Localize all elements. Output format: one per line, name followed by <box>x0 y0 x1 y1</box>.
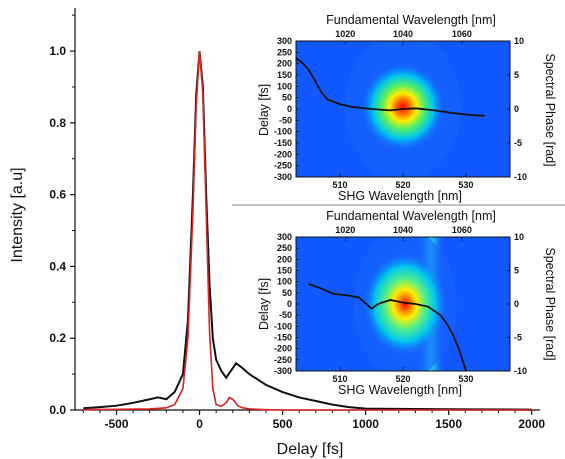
main-x-tick-label: 1000 <box>352 417 379 431</box>
top-y-axis-label: Delay [fs] <box>257 84 271 136</box>
top-y2-tick-label: -5 <box>514 138 522 148</box>
top-y-tick-label: -300 <box>274 172 292 182</box>
top-y-tick-label: -250 <box>274 161 292 171</box>
top-y-tick-label: 0 <box>287 104 292 114</box>
main-y-tick-label: 0.2 <box>49 331 66 345</box>
bottom-phase-line <box>308 283 467 371</box>
bottom-y-tick-label: -300 <box>274 366 292 376</box>
bottom-y-tick-label: 300 <box>277 232 292 242</box>
bottom-y2-tick-label: 5 <box>514 266 519 276</box>
top-y-tick-label: -200 <box>274 149 292 159</box>
bottom-heatmap-peak <box>363 252 447 356</box>
top-y2-tick-label: -10 <box>514 172 527 182</box>
top-y2-tick-label: 0 <box>514 104 519 114</box>
bottom-x2-tick-label: 1060 <box>452 225 472 235</box>
bottom-y2-tick-label: -10 <box>514 366 527 376</box>
top-heatmap-peak <box>361 63 445 151</box>
top-y-tick-label: 200 <box>277 59 292 69</box>
top-x2-tick-label: 1060 <box>452 29 472 39</box>
main-y-tick-label: 0.6 <box>49 188 66 202</box>
main-x-tick-label: 500 <box>273 417 293 431</box>
top-x-axis-label: SHG Wavelength [nm] <box>338 189 462 203</box>
bottom-y-tick-label: -250 <box>274 355 292 365</box>
bottom-y-tick-label: -50 <box>279 310 292 320</box>
bottom-title: Fundamental Wavelength [nm] <box>326 209 496 223</box>
top-x2-tick-label: 1020 <box>335 29 355 39</box>
series-red-line <box>83 51 532 411</box>
bottom-y-tick-label: 50 <box>282 288 292 298</box>
top-y-tick-label: -50 <box>279 115 292 125</box>
top-phase-line <box>296 57 485 117</box>
top-y-tick-label: 250 <box>277 47 292 57</box>
main-x-tick-label: 2000 <box>518 417 545 431</box>
series-black-line <box>83 50 532 411</box>
bottom-x2-tick-label: 1040 <box>393 225 413 235</box>
top-y-tick-label: 150 <box>277 70 292 80</box>
bottom-y-tick-label: 200 <box>277 254 292 264</box>
top-y2-tick-label: 10 <box>514 36 524 46</box>
top-y-tick-label: -150 <box>274 138 292 148</box>
top-y-tick-label: 50 <box>282 93 292 103</box>
bottom-y2-tick-label: -5 <box>514 333 522 343</box>
top-y-tick-label: 100 <box>277 81 292 91</box>
bottom-x-tick-label: 520 <box>395 374 410 384</box>
bottom-y-tick-label: 150 <box>277 266 292 276</box>
bottom-x-axis-label: SHG Wavelength [nm] <box>338 383 462 397</box>
main-y-tick-label: 0.0 <box>49 403 66 417</box>
bottom-y2-tick-label: 10 <box>514 232 524 242</box>
top-y-tick-label: 300 <box>277 36 292 46</box>
main-y-axis-label: Intensity [a.u] <box>9 167 26 262</box>
top-x-tick-label: 510 <box>333 180 348 190</box>
main-y-tick-label: 0.8 <box>49 116 66 130</box>
bottom-x2-tick-label: 1020 <box>335 225 355 235</box>
bottom-inset: 300250200150100500-50-100-150-200-250-30… <box>257 209 557 397</box>
bottom-y-tick-label: 100 <box>277 277 292 287</box>
top-y2-axis-label: Spectral Phase [rad] <box>543 53 557 166</box>
top-y2-tick-label: 5 <box>514 70 519 80</box>
bottom-y-tick-label: -200 <box>274 344 292 354</box>
main-y-tick-label: 0.4 <box>49 259 66 273</box>
bottom-y-axis-label: Delay [fs] <box>257 278 271 330</box>
top-title: Fundamental Wavelength [nm] <box>326 13 496 27</box>
bottom-y-tick-label: 0 <box>287 299 292 309</box>
bottom-x-tick-label: 510 <box>333 374 348 384</box>
main-x-tick-label: -500 <box>105 417 129 431</box>
bottom-y-tick-label: -100 <box>274 321 292 331</box>
main-x-tick-label: 0 <box>196 417 203 431</box>
top-x-tick-label: 520 <box>395 180 410 190</box>
top-x2-tick-label: 1040 <box>393 29 413 39</box>
main-x-tick-label: 1500 <box>435 417 462 431</box>
bottom-y-tick-label: 250 <box>277 243 292 253</box>
bottom-y-tick-label: -150 <box>274 333 292 343</box>
main-y-tick-label: 1.0 <box>49 44 66 58</box>
top-inset: 300250200150100500-50-100-150-200-250-30… <box>257 13 557 203</box>
main-x-axis-label: Delay [fs] <box>277 441 344 458</box>
bottom-y2-tick-label: 0 <box>514 299 519 309</box>
top-x-tick-label: 530 <box>458 180 473 190</box>
bottom-x-tick-label: 530 <box>458 374 473 384</box>
bottom-y2-axis-label: Spectral Phase [rad] <box>543 247 557 360</box>
top-y-tick-label: -100 <box>274 127 292 137</box>
